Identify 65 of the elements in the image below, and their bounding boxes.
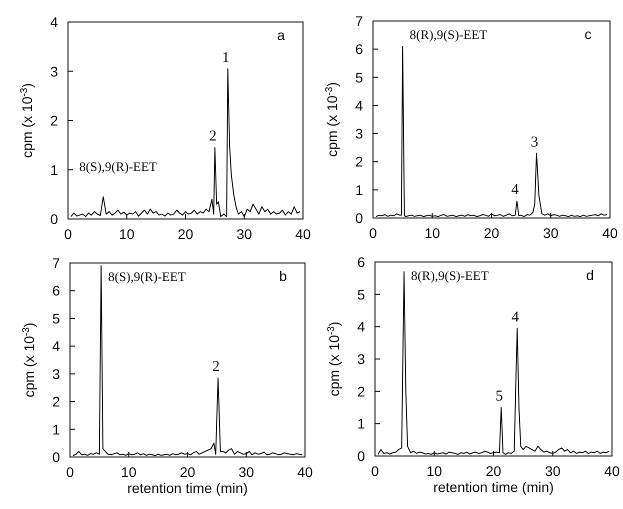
y-tick-label: 7 [355, 13, 364, 29]
x-tick-label: 0 [66, 464, 74, 480]
y-tick-label: 1 [355, 182, 364, 198]
y-tick-label: 6 [355, 41, 364, 58]
y-tick-label: 0 [355, 210, 364, 226]
y-tick-label: 2 [50, 112, 58, 128]
annotation: 8(R),9(S)-EET [410, 27, 488, 42]
x-tick-label: 30 [544, 463, 561, 479]
annotation: b [279, 268, 288, 284]
y-tick-label: 0 [50, 211, 58, 227]
x-tick-label: 10 [120, 464, 137, 480]
y-tick-label: 3 [50, 63, 58, 80]
y-tick-label: 3 [355, 126, 364, 142]
x-tick-label: 40 [602, 225, 618, 241]
y-tick-label: 4 [357, 318, 366, 335]
y-tick-label: 6 [357, 254, 366, 270]
y-tick-label: 3 [357, 351, 366, 367]
x-tick-label: 0 [369, 225, 378, 241]
x-tick-label: 20 [484, 225, 500, 241]
y-tick-label: 4 [355, 97, 364, 114]
x-tick-label: 20 [180, 464, 196, 480]
annotation: 2 [209, 128, 217, 145]
annotation: 1 [222, 50, 230, 66]
y-tick-label: 2 [355, 154, 364, 170]
y-tick-label: 4 [52, 338, 60, 354]
annotation: 5 [495, 388, 503, 404]
annotation: c [584, 26, 592, 42]
x-axis-title: retention time (min) [127, 480, 248, 496]
x-tick-label: 10 [424, 225, 440, 241]
x-tick-label: 20 [486, 463, 502, 479]
y-tick-label: 1 [52, 421, 60, 438]
y-tick-label: 1 [357, 416, 366, 432]
x-tick-label: 10 [118, 226, 135, 242]
x-tick-label: 40 [297, 464, 313, 480]
y-tick-label: 7 [52, 255, 60, 271]
annotation: 3 [530, 134, 538, 150]
y-tick-label: 3 [52, 366, 60, 382]
y-tick-label: 2 [357, 383, 366, 400]
annotation: 4 [511, 182, 520, 198]
y-tick-label: 0 [52, 449, 60, 465]
y-tick-label: 1 [50, 162, 58, 178]
x-tick-label: 30 [542, 225, 559, 241]
annotation: 8(S),9(R)-EET [79, 158, 157, 174]
x-tick-label: 40 [604, 463, 620, 479]
y-tick-label: 5 [52, 310, 60, 326]
y-tick-label: 0 [357, 448, 366, 464]
annotation: 2 [212, 359, 220, 376]
annotation: d [586, 267, 594, 283]
annotation: a [277, 27, 286, 43]
x-tick-label: 0 [371, 463, 380, 479]
y-tick-label: 5 [355, 69, 364, 86]
annotation: 4 [511, 309, 520, 326]
x-tick-label: 40 [295, 226, 311, 242]
x-tick-label: 0 [64, 226, 72, 242]
y-tick-label: 6 [52, 282, 60, 299]
y-tick-label: 5 [357, 286, 366, 302]
x-tick-label: 30 [236, 226, 252, 242]
x-tick-label: 30 [238, 464, 254, 480]
annotation: 8(S),9(R)-EET [108, 269, 186, 284]
x-tick-label: 10 [426, 463, 442, 479]
y-tick-label: 4 [50, 14, 58, 30]
x-tick-label: 20 [178, 226, 194, 242]
annotation: 8(R),9(S)-EET [411, 268, 489, 283]
y-tick-label: 2 [52, 394, 60, 410]
x-axis-title: retention time (min) [433, 479, 554, 495]
